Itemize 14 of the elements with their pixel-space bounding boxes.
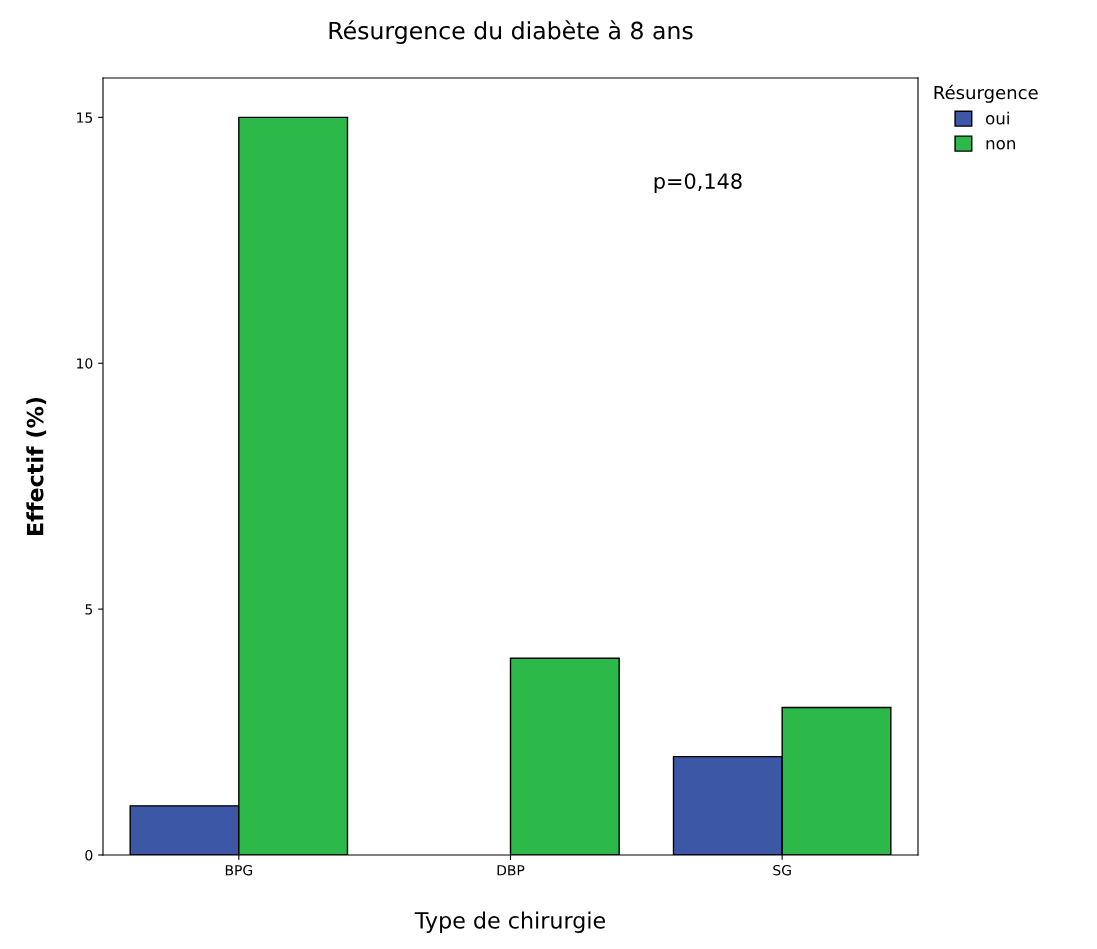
x-tick-label: DBP	[497, 865, 525, 876]
legend-title: Résurgence	[934, 84, 1038, 103]
y-tick-label: 5	[85, 604, 93, 615]
legend-label: oui	[986, 111, 1009, 125]
legend-label: non	[986, 140, 1015, 150]
x-tick-label: BPG	[225, 864, 253, 876]
y-tick-label: 10	[77, 358, 93, 369]
annotation: p=0,148	[654, 173, 742, 193]
y-axis-title: Effectif (%)	[26, 397, 47, 535]
x-tick-label: SG	[773, 864, 791, 876]
y-tick-label: 0	[85, 849, 93, 861]
y-tick-label: 15	[77, 112, 93, 123]
x-axis-title: Type de chirurgie	[414, 911, 605, 933]
chart-title: Résurgence du diabète à 8 ans	[329, 20, 693, 45]
